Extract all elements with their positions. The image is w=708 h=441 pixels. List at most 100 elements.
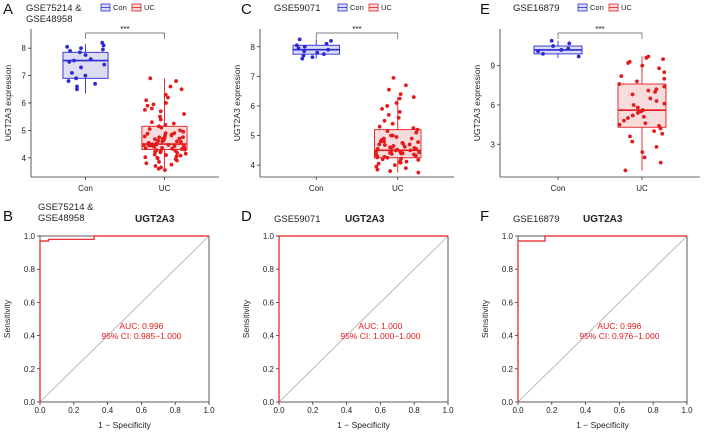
y-axis-label: UGT2A3 expression — [232, 64, 242, 141]
data-point — [388, 169, 393, 173]
data-point — [163, 92, 168, 97]
x-tick-label: 0.6 — [375, 406, 387, 415]
chance-diagonal — [278, 235, 449, 403]
significance-bracket: *** — [557, 25, 643, 39]
data-point — [382, 139, 386, 144]
data-point — [382, 136, 386, 141]
data-point — [630, 92, 635, 97]
data-point — [660, 131, 665, 136]
y-tick-label: 1.0 — [263, 232, 275, 241]
data-point — [630, 113, 635, 118]
data-point — [662, 70, 667, 75]
y-tick-label: 0.8 — [24, 265, 36, 274]
y-tick-label: 1.0 — [24, 232, 36, 241]
y-tick-label: 1.0 — [502, 232, 514, 241]
data-point — [179, 87, 184, 92]
dataset-label: GSE16879 — [513, 3, 559, 14]
legend-label-con: Con — [113, 3, 127, 12]
data-point — [301, 53, 306, 58]
x-tick-label: Con — [78, 184, 93, 193]
roc-panel-d: D GSE59071 UGT2A3 0.0 0.2 0.4 0.6 0.8 1.0 0.0 0.2 0… — [241, 208, 454, 430]
x-tick-label: 0.0 — [34, 406, 46, 415]
data-point — [407, 142, 412, 147]
y-tick-label: 0.0 — [263, 398, 275, 407]
y-tick-label: 4 — [251, 161, 256, 170]
data-point — [399, 151, 404, 156]
data-point — [617, 122, 622, 127]
data-point — [160, 146, 164, 150]
data-point — [380, 107, 384, 111]
ci-label: 95% CI: 0.985−1.000 — [101, 331, 181, 341]
data-point — [160, 139, 165, 144]
data-point — [65, 44, 70, 49]
roc-panel-b: B GSE75214 &GSE48958 UGT2A3 0.0 0.2 0.4 0.6 0.8… — [2, 202, 215, 430]
data-point — [413, 153, 418, 158]
y-axis-label: Sensitivity — [480, 299, 490, 338]
data-point — [101, 43, 106, 48]
y-tick-label: 8 — [22, 44, 27, 53]
boxplot-panel-e: E GSE16879 Con UC 3 6 9 Con UC UGT2A3 expression *… — [472, 1, 700, 193]
box-iqr — [617, 83, 667, 128]
x-tick-label: 1.0 — [442, 406, 454, 415]
data-point — [411, 126, 416, 131]
data-point — [88, 57, 93, 62]
panel-letter: C — [241, 1, 252, 18]
data-point — [654, 99, 659, 103]
data-point — [403, 166, 408, 171]
panel-letter: E — [480, 1, 490, 18]
y-tick-label: 0.2 — [24, 365, 36, 374]
x-tick-label: 0.0 — [512, 406, 524, 415]
data-point — [385, 129, 390, 134]
y-tick-label: 0.6 — [24, 298, 36, 307]
data-point — [302, 49, 307, 54]
data-point — [402, 144, 407, 149]
data-point — [302, 44, 307, 49]
data-point — [377, 124, 382, 129]
significance-stars: *** — [120, 25, 129, 34]
data-point — [398, 92, 403, 97]
data-point — [78, 50, 82, 55]
data-point — [559, 48, 564, 52]
x-axis-label: 1 − Specificity — [576, 420, 629, 430]
y-tick-label: 0.8 — [502, 265, 514, 274]
roc-curve — [278, 235, 448, 402]
data-point — [83, 53, 88, 57]
panel-letter: D — [241, 208, 252, 225]
ci-label: 95% CI: 0.976−1.000 — [579, 331, 659, 341]
data-point — [155, 156, 160, 161]
data-point — [374, 164, 379, 169]
data-point — [390, 121, 395, 126]
x-tick-label: 0.6 — [136, 406, 148, 415]
data-point — [541, 51, 545, 56]
roc-panel-f: F GSE16879 UGT2A3 0.0 0.2 0.4 0.6 0.8 1.0 0.0 0.2 0… — [480, 208, 693, 430]
y-tick-label: 4 — [22, 154, 27, 163]
panel-letter: A — [3, 1, 13, 18]
x-tick-label: 1.0 — [681, 406, 693, 415]
data-point — [657, 66, 661, 71]
data-point — [149, 143, 154, 148]
y-tick-label: 0.2 — [263, 365, 275, 374]
dataset-label: GSE16879 — [513, 214, 559, 225]
data-point — [324, 41, 329, 46]
data-point — [576, 54, 581, 59]
data-point — [375, 155, 380, 160]
data-point — [619, 74, 624, 79]
y-axis-label: Sensitivity — [2, 299, 12, 338]
data-point — [164, 101, 168, 105]
data-point — [152, 152, 157, 157]
x-tick-label: 0.0 — [273, 406, 285, 415]
x-axis-label: 1 − Specificity — [98, 420, 151, 430]
data-point — [145, 131, 150, 136]
data-point — [153, 137, 157, 142]
x-tick-label: UC — [636, 184, 648, 193]
y-tick-label: 0.0 — [502, 398, 514, 407]
box-con — [62, 40, 109, 94]
data-point — [151, 102, 156, 107]
y-tick-label: 0.4 — [24, 332, 36, 341]
data-point — [158, 117, 163, 122]
data-point — [183, 151, 188, 156]
ci-label: 95% CI: 1.000−1.000 — [340, 331, 420, 341]
data-point — [159, 125, 164, 130]
y-tick-label: 6 — [491, 101, 496, 110]
data-point — [294, 43, 299, 48]
